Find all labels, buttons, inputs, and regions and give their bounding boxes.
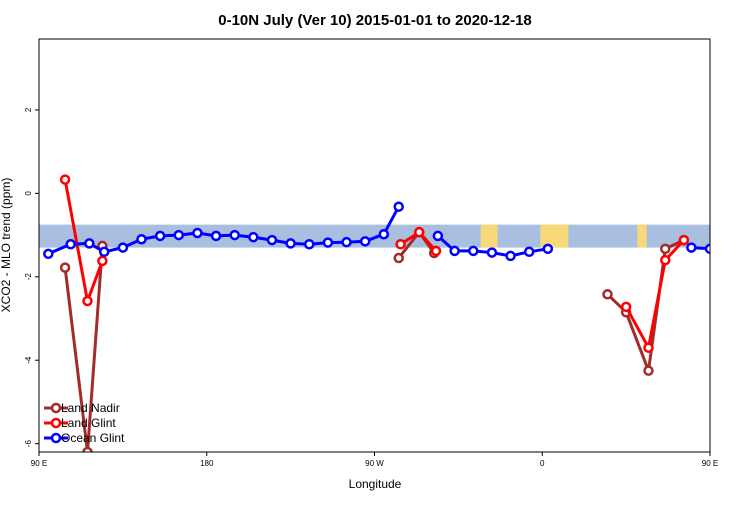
ocean-glint-point	[98, 246, 110, 258]
land-nadir-point	[59, 262, 71, 273]
land-nadir-point	[643, 365, 654, 376]
land-glint-point	[413, 226, 425, 238]
ocean-glint-point	[542, 243, 554, 255]
ocean-glint-point	[304, 238, 315, 250]
ocean-glint-point	[322, 237, 334, 248]
x-tick-label: 90 W	[365, 459, 384, 468]
ocean-glint-point	[117, 242, 129, 253]
land-patch	[637, 224, 647, 248]
y-tick-label: 2	[24, 107, 33, 112]
ocean-glint-point	[704, 243, 710, 255]
land-glint-point	[59, 174, 71, 185]
land-glint-point	[620, 301, 632, 313]
ocean-glint-point	[486, 247, 498, 258]
land-nadir-point	[82, 446, 93, 452]
ocean-glint-point	[136, 233, 147, 245]
ocean-glint-point	[248, 231, 259, 243]
ocean-glint-point	[523, 246, 535, 258]
land-glint-point	[395, 238, 406, 250]
ocean-glint-point	[65, 238, 76, 250]
y-tick-label: -2	[24, 273, 33, 281]
y-tick-label: 0	[24, 191, 33, 196]
ocean-glint-point	[84, 238, 95, 249]
ocean-glint-point	[43, 248, 54, 260]
legend-label-land-nadir: Land Nadir	[61, 401, 120, 415]
land-glint-point	[430, 245, 442, 257]
ocean-glint-point	[210, 230, 222, 242]
ocean-glint-point	[378, 228, 390, 240]
x-tick-label: 90 E	[31, 459, 47, 468]
axes-layer: 90 E 180 90 W 0 90 E 2 0 -2 -4 -6	[24, 107, 718, 468]
background-band-layer	[39, 224, 710, 248]
ocean-glint-point	[449, 245, 460, 257]
land-glint-point	[678, 234, 690, 246]
land-patch	[540, 224, 569, 248]
ocean-glint-point	[229, 229, 240, 241]
legend-label-land-glint: Land Glint	[61, 416, 116, 430]
ocean-glint-point	[192, 227, 203, 239]
legend-label-ocean-glint: Ocean Glint	[61, 431, 125, 445]
legend-marker-land-nadir	[50, 402, 62, 414]
y-axis-label: XCO2 - MLO trend (ppm)	[0, 178, 13, 313]
land-glint-point	[82, 295, 93, 307]
land-glint-point	[97, 255, 108, 267]
y-tick-label: -6	[24, 440, 33, 448]
ocean-glint-point	[341, 236, 352, 248]
ocean-glint-point	[266, 234, 278, 246]
x-tick-label: 180	[200, 459, 214, 468]
x-axis-label: Longitude	[349, 477, 402, 491]
x-tick-label: 90 E	[702, 459, 718, 468]
land-glint-line	[624, 239, 685, 350]
land-nadir-point	[602, 289, 613, 300]
legend-marker-ocean-glint	[50, 432, 62, 444]
ocean-glint-point	[432, 230, 444, 242]
series-layer	[43, 174, 750, 452]
land-nadir-line	[63, 245, 104, 452]
ocean-glint-point	[359, 236, 371, 247]
y-tick-label: -4	[24, 356, 33, 364]
land-nadir-point	[660, 243, 671, 255]
land-glint-point	[660, 254, 671, 266]
ocean-glint-point	[468, 245, 479, 257]
x-tick-label: 0	[540, 459, 545, 468]
ocean-glint-point	[173, 229, 185, 241]
legend-marker-land-glint	[50, 417, 62, 429]
land-nadir-point	[393, 252, 404, 264]
ocean-glint-point	[686, 242, 697, 253]
ocean-glint-point	[393, 201, 404, 212]
chart-title: 0-10N July (Ver 10) 2015-01-01 to 2020-1…	[218, 12, 532, 29]
ocean-glint-point	[725, 250, 733, 258]
land-glint-point	[643, 342, 654, 353]
ocean-glint-point	[154, 230, 166, 242]
ocean-glint-point	[505, 250, 516, 262]
land-patch	[480, 224, 498, 248]
ocean-glint-point	[285, 238, 296, 249]
ocean-glint-point	[743, 250, 750, 258]
